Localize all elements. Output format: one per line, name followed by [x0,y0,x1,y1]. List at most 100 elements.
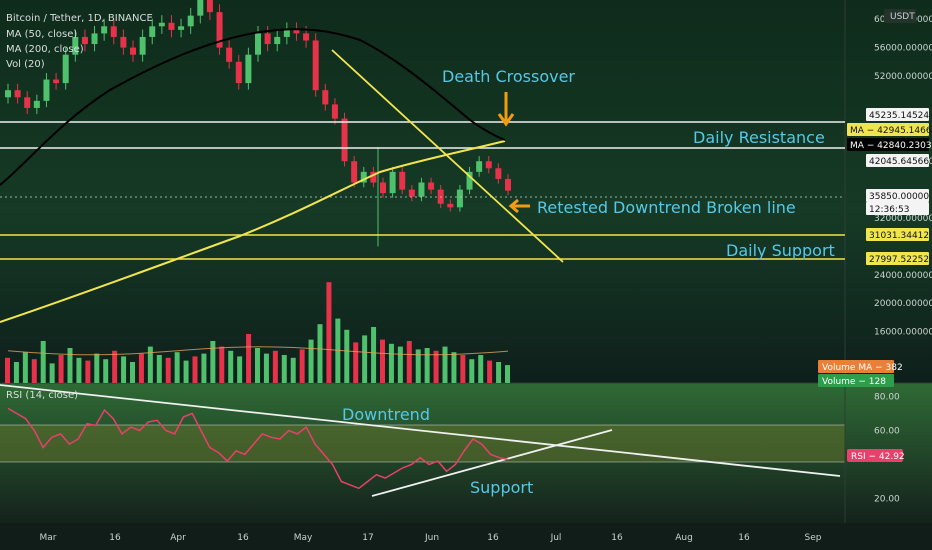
volume-bar [415,349,421,383]
main-pane-bg [0,0,932,383]
volume-bar [406,341,412,383]
candle-body [187,15,194,27]
rsi-downtrend-line [0,384,841,477]
currency-badge[interactable] [884,9,916,23]
volume-ma-line [7,346,509,356]
volume-bar [49,363,55,383]
volume-bar [272,350,278,383]
time-tick-label: Sep [805,533,822,543]
candle-body [456,189,463,208]
volume-bar [130,362,135,383]
volume-bar [487,360,493,383]
rsi-support-line [371,429,613,497]
time-tick-label: Aug [675,533,693,543]
volume-bar [85,360,91,383]
candle-body [264,33,271,45]
volume-bar [335,318,341,383]
annotations: Death Crossover Daily Resistance Reteste… [342,67,835,497]
price-tick-label: 56000.00000 [874,44,932,54]
candle-body [72,36,79,55]
candle-body [216,12,223,48]
candle-body [197,0,204,16]
time-tick-label: Mar [40,533,57,543]
volume-bar [433,350,439,383]
retest-arrow-icon [508,198,530,214]
volume-bar [147,346,153,383]
time-tick-label: 16 [738,533,750,543]
price-tag: 45235.14524 [869,111,929,121]
candle-body [303,33,310,41]
candle-body [130,47,136,55]
candle-body [312,40,319,91]
candle-body [466,171,473,190]
volume-bar [112,350,118,383]
annotation-rsi-downtrend: Downtrend [342,405,430,424]
candle-body [24,97,31,108]
candle-body [341,118,348,162]
volume-bar [156,355,162,383]
volume-bar [210,341,216,383]
price-tick-label: 16000.00000 [874,328,932,338]
volume-bar [246,334,252,383]
candle-body [120,36,127,48]
rsi-tick-label: 80.00 [874,393,900,403]
candle-body [62,54,69,84]
candle-body [149,26,156,37]
candle-body [331,104,338,119]
volume-bar [165,357,171,383]
candle-body [322,90,329,105]
volume-bar [344,329,350,383]
price-tag-bg [866,108,929,121]
price-tick-label: 20000.00000 [874,299,932,309]
price-tick-label: 52000.00000 [874,72,932,82]
annotation-death-crossover: Death Crossover [442,67,575,86]
price-tag: MA − 42945.14668 [850,126,932,136]
price-tag-bg [866,202,929,215]
candle-body [293,29,300,34]
time-tick-label: 16 [237,533,249,543]
volume-bar [353,342,359,383]
candle-body [255,33,261,55]
volume-bar [103,359,109,383]
annotation-retest: Retested Downtrend Broken line [537,198,796,217]
candles [5,0,511,247]
volume-bar [13,362,19,383]
candle-body [351,161,358,183]
volume-bar [31,359,37,383]
volume-bar [299,349,305,383]
volume-bar [138,353,144,383]
volume-bar [362,335,368,383]
volume-bar [67,348,73,383]
currency-label: USDT [890,12,915,22]
volume-bar [397,346,403,383]
annotation-rsi-support: Support [470,478,533,497]
price-tag: 42045.64566 [869,157,929,167]
time-tick-label: Apr [170,533,186,543]
candle-body [283,29,290,37]
legend: Bitcoin / Tether, 1D, BINANCE MA (50, cl… [6,13,153,401]
rsi-axis[interactable]: 80.00 60.00 20.00 [874,393,900,505]
candle-body [5,90,11,98]
annotation-daily-support: Daily Support [726,241,835,260]
volume-tag: Volume − 128 [822,377,886,387]
volume-bar [192,356,198,383]
candle-body [110,26,117,37]
candle-body [245,54,252,84]
time-axis[interactable]: Mar 16 Apr 16 May 17 Jun 16 Jul 16 Aug 16 Sep [40,533,822,543]
candle-body [389,171,396,194]
candle-body [139,36,146,55]
time-axis-bg [0,523,932,550]
time-tick-label: Jul [550,533,562,543]
volume-bar [371,327,377,383]
volume-bar [469,359,475,383]
volume-bar [255,348,260,383]
candle-body [158,22,165,27]
volume-tag: Volume MA − 382 [822,363,903,373]
candle-body [408,189,415,197]
rsi-tick-label: 60.00 [874,427,900,437]
candle-body [81,36,88,45]
price-tick-label: 32000.00000 [874,214,932,224]
candle-body [495,168,502,179]
volume-bar [76,357,82,383]
